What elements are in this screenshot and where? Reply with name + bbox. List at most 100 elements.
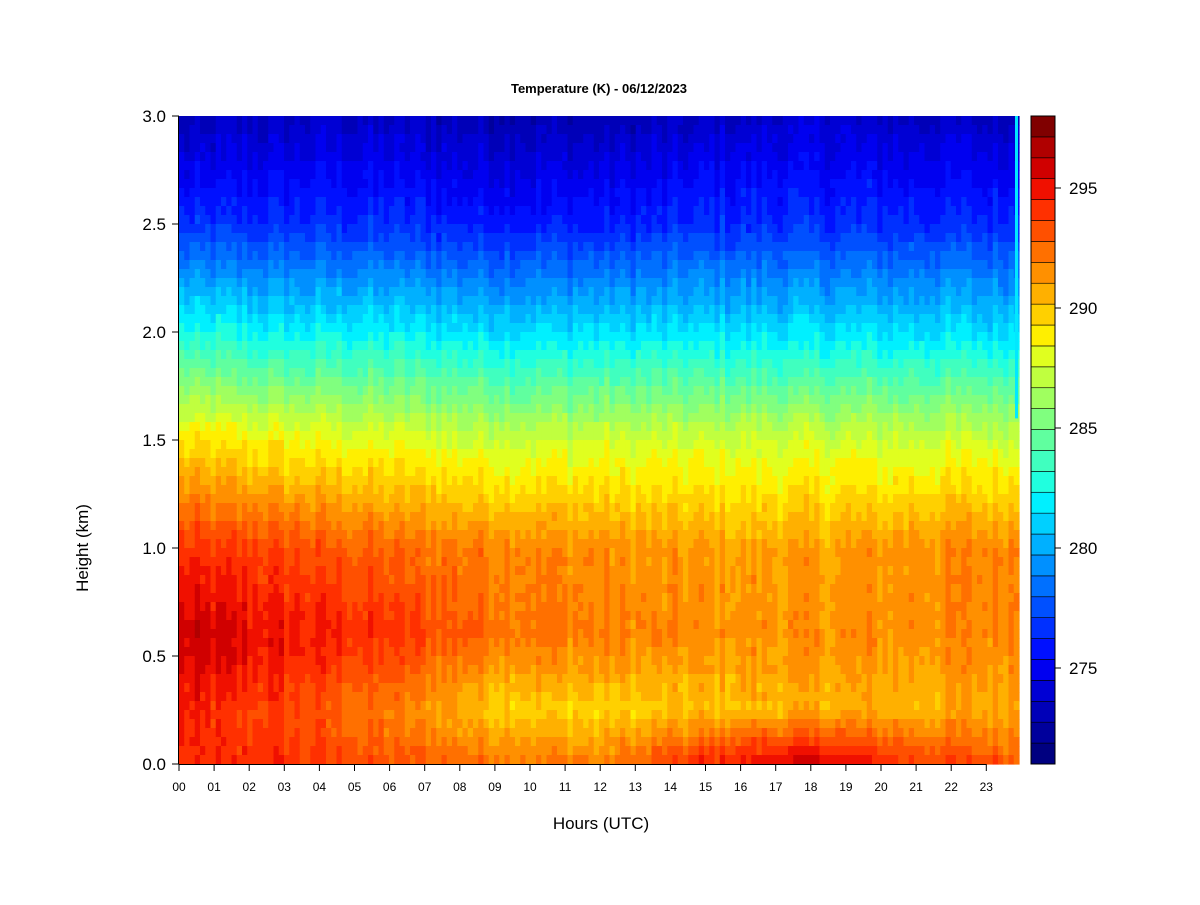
heatmap-cell (331, 440, 338, 450)
heatmap-cell (320, 350, 327, 360)
heatmap-cell (326, 575, 332, 585)
heatmap-cell (184, 233, 191, 243)
heatmap-cell (226, 566, 233, 576)
heatmap-cell (483, 701, 490, 711)
heatmap-cell (399, 656, 406, 666)
heatmap-cell (389, 215, 395, 225)
heatmap-cell (467, 287, 474, 297)
heatmap-cell (320, 701, 327, 711)
heatmap-cell (200, 467, 206, 477)
heatmap-cell (499, 413, 506, 423)
heatmap-cell (478, 548, 485, 558)
heatmap-cell (509, 188, 516, 198)
heatmap-cell (457, 512, 464, 522)
heatmap-cell (383, 485, 390, 495)
heatmap-cell (509, 350, 516, 360)
heatmap-cell (410, 134, 416, 144)
heatmap-cell (278, 152, 285, 162)
heatmap-cell (326, 728, 332, 738)
heatmap-cell (410, 476, 416, 486)
heatmap-cell (226, 629, 233, 639)
heatmap-cell (530, 224, 537, 234)
heatmap-cell (200, 116, 206, 126)
heatmap-cell (284, 521, 290, 531)
heatmap-cell (294, 431, 301, 441)
heatmap-cell (247, 431, 254, 441)
heatmap-cell (478, 521, 485, 531)
heatmap-cell (273, 710, 280, 720)
heatmap-cell (242, 440, 248, 450)
heatmap-cell (410, 215, 416, 225)
heatmap-cell (179, 296, 185, 306)
heatmap-cell (263, 566, 269, 576)
heatmap-cell (336, 170, 343, 180)
heatmap-cell (452, 503, 458, 513)
heatmap-cell (536, 179, 542, 189)
heatmap-cell (425, 503, 432, 513)
heatmap-cell (420, 395, 427, 405)
heatmap-cell (268, 656, 275, 666)
heatmap-cell (268, 548, 275, 558)
heatmap-cell (373, 206, 380, 216)
heatmap-cell (368, 368, 374, 378)
heatmap-cell (278, 548, 285, 558)
heatmap-cell (431, 638, 437, 648)
heatmap-cell (357, 233, 364, 243)
heatmap-cell (373, 188, 380, 198)
heatmap-cell (404, 395, 411, 405)
heatmap-cell (457, 413, 464, 423)
heatmap-cell (284, 341, 290, 351)
heatmap-cell (210, 593, 217, 603)
heatmap-cell (509, 746, 516, 756)
heatmap-cell (515, 368, 521, 378)
heatmap-cell (210, 377, 217, 387)
heatmap-cell (326, 242, 332, 252)
heatmap-cell (268, 620, 275, 630)
heatmap-cell (310, 179, 317, 189)
heatmap-cell (347, 260, 353, 270)
heatmap-cell (525, 395, 532, 405)
heatmap-cell (252, 755, 259, 765)
heatmap-cell (483, 296, 490, 306)
heatmap-cell (410, 575, 416, 585)
heatmap-cell (504, 584, 511, 594)
heatmap-cell (273, 224, 280, 234)
heatmap-cell (347, 359, 353, 369)
heatmap-cell (530, 188, 537, 198)
heatmap-cell (373, 584, 380, 594)
heatmap-cell (284, 152, 290, 162)
heatmap-cell (515, 701, 521, 711)
heatmap-cell (215, 566, 222, 576)
heatmap-cell (268, 296, 275, 306)
heatmap-cell (436, 755, 443, 765)
heatmap-cell (404, 611, 411, 621)
heatmap-cell (179, 512, 185, 522)
heatmap-cell (273, 602, 280, 612)
heatmap-cell (205, 503, 212, 513)
heatmap-cell (494, 404, 500, 414)
heatmap-cell (263, 197, 269, 207)
heatmap-cell (515, 584, 521, 594)
heatmap-cell (536, 728, 542, 738)
heatmap-cell (425, 386, 432, 396)
heatmap-cell (284, 215, 290, 225)
heatmap-cell (294, 242, 301, 252)
heatmap-cell (404, 296, 411, 306)
heatmap-cell (368, 566, 374, 576)
heatmap-cell (268, 377, 275, 387)
heatmap-cell (184, 260, 191, 270)
heatmap-cell (525, 404, 532, 414)
heatmap-cell (278, 188, 285, 198)
heatmap-cell (478, 638, 485, 648)
heatmap-cell (278, 233, 285, 243)
heatmap-cell (389, 368, 395, 378)
heatmap-cell (179, 125, 185, 135)
heatmap-cell (263, 431, 269, 441)
heatmap-cell (436, 305, 443, 315)
heatmap-cell (499, 620, 506, 630)
heatmap-cell (525, 458, 532, 468)
heatmap-cell (404, 566, 411, 576)
heatmap-cell (341, 467, 348, 477)
heatmap-cell (473, 170, 479, 180)
heatmap-cell (541, 278, 548, 288)
